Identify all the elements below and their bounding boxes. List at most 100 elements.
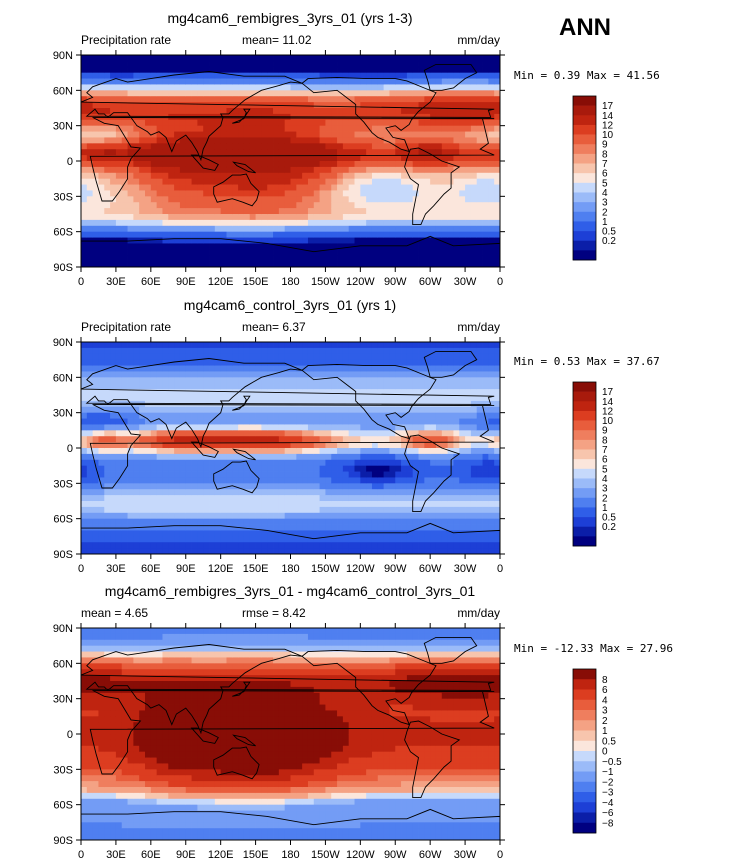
heatmap-cell [133, 178, 140, 185]
heatmap-cell [110, 371, 117, 378]
heatmap-cell [191, 389, 198, 396]
heatmap-cell [406, 418, 414, 425]
heatmap-cell [127, 436, 134, 443]
heatmap-cell [214, 143, 222, 150]
heatmap-cell [430, 225, 437, 233]
heatmap-cell [424, 383, 431, 390]
heatmap-cell [342, 501, 350, 508]
heatmap-cell [371, 442, 379, 449]
heatmap-cell [255, 342, 262, 349]
heatmap-cell [278, 78, 286, 85]
heatmap-cell [302, 448, 309, 455]
heatmap-cell [255, 55, 262, 62]
heatmap-cell [494, 96, 501, 103]
heatmap-cell [377, 143, 385, 150]
heatmap-cell [121, 342, 128, 349]
heatmap-cell [115, 96, 123, 103]
heatmap-cell [127, 249, 134, 256]
heatmap-cell [139, 190, 146, 197]
heatmap-cell [156, 377, 163, 384]
heatmap-cell [424, 178, 431, 185]
heatmap-cell [354, 119, 361, 127]
heatmap-cell [139, 530, 146, 537]
heatmap-cell [162, 55, 169, 62]
heatmap-cell [86, 143, 94, 150]
heatmap-cell [360, 143, 367, 150]
heatmap-cell [179, 178, 187, 185]
heatmap-cell [354, 96, 361, 103]
heatmap-cell [98, 430, 105, 437]
heatmap-cell [255, 119, 262, 127]
heatmap-cell [313, 131, 320, 138]
heatmap-cell [81, 471, 88, 478]
heatmap-cell [494, 196, 501, 203]
heatmap-cell [191, 149, 198, 156]
heatmap-cell [121, 172, 128, 180]
heatmap-cell [191, 84, 198, 91]
heatmap-cell [395, 72, 402, 79]
heatmap-cell [441, 172, 449, 180]
heatmap-cell [447, 243, 454, 250]
heatmap-cell [168, 383, 175, 390]
heatmap-cell [81, 231, 88, 238]
heatmap-cell [354, 383, 361, 390]
heatmap-cell [139, 66, 146, 74]
heatmap-cell [319, 196, 326, 203]
heatmap-cell [284, 483, 291, 490]
heatmap-cell [81, 84, 88, 91]
heatmap-cell [325, 125, 332, 132]
heatmap-cell [191, 471, 198, 478]
heatmap-cell [214, 108, 222, 115]
heatmap-cell [156, 359, 163, 366]
heatmap-cell [389, 453, 396, 461]
heatmap-cell [406, 219, 414, 227]
heatmap-cell [354, 131, 361, 138]
heatmap-cell [191, 377, 198, 384]
heatmap-cell [296, 436, 303, 443]
heatmap-cell [150, 377, 158, 384]
heatmap-cell [325, 60, 332, 68]
heatmap-cell [325, 131, 332, 138]
heatmap-cell [255, 424, 262, 431]
heatmap-cell [115, 430, 123, 437]
heatmap-cell [296, 459, 303, 467]
heatmap-cell [86, 459, 94, 467]
heatmap-cell [110, 255, 117, 262]
heatmap-cell [313, 406, 320, 414]
heatmap-cell [418, 225, 425, 233]
heatmap-cell [174, 102, 181, 109]
heatmap-cell [325, 108, 332, 115]
heatmap-cell [127, 418, 134, 425]
heatmap-cell [377, 424, 385, 431]
heatmap-cell [325, 219, 332, 227]
heatmap-cell [110, 459, 117, 467]
heatmap-cell [86, 448, 94, 455]
heatmap-cell [290, 96, 297, 103]
heatmap-cell [453, 161, 460, 168]
heatmap-cell [278, 143, 286, 150]
heatmap-cell [104, 359, 111, 366]
heatmap-cell [150, 436, 158, 443]
heatmap-cell [331, 365, 338, 372]
heatmap-cell [185, 78, 192, 85]
heatmap-cell [261, 261, 268, 268]
heatmap-cell [325, 512, 332, 520]
heatmap-cell [383, 383, 390, 390]
heatmap-cell [331, 166, 338, 174]
heatmap-cell [418, 389, 425, 396]
heatmap-cell [249, 453, 256, 461]
heatmap-cell [145, 196, 152, 203]
heatmap-cell [220, 412, 227, 419]
heatmap-cell [133, 495, 140, 502]
heatmap-cell [331, 178, 338, 185]
heatmap-cell [366, 196, 373, 203]
heatmap-cell [348, 78, 355, 85]
heatmap-cell [494, 184, 501, 191]
heatmap-cell [179, 377, 187, 384]
heatmap-cell [424, 471, 431, 478]
heatmap-cell [179, 365, 187, 372]
heatmap-cell [150, 471, 158, 478]
heatmap-cell [185, 459, 192, 467]
heatmap-cell [220, 90, 227, 97]
heatmap-cell [150, 166, 158, 174]
